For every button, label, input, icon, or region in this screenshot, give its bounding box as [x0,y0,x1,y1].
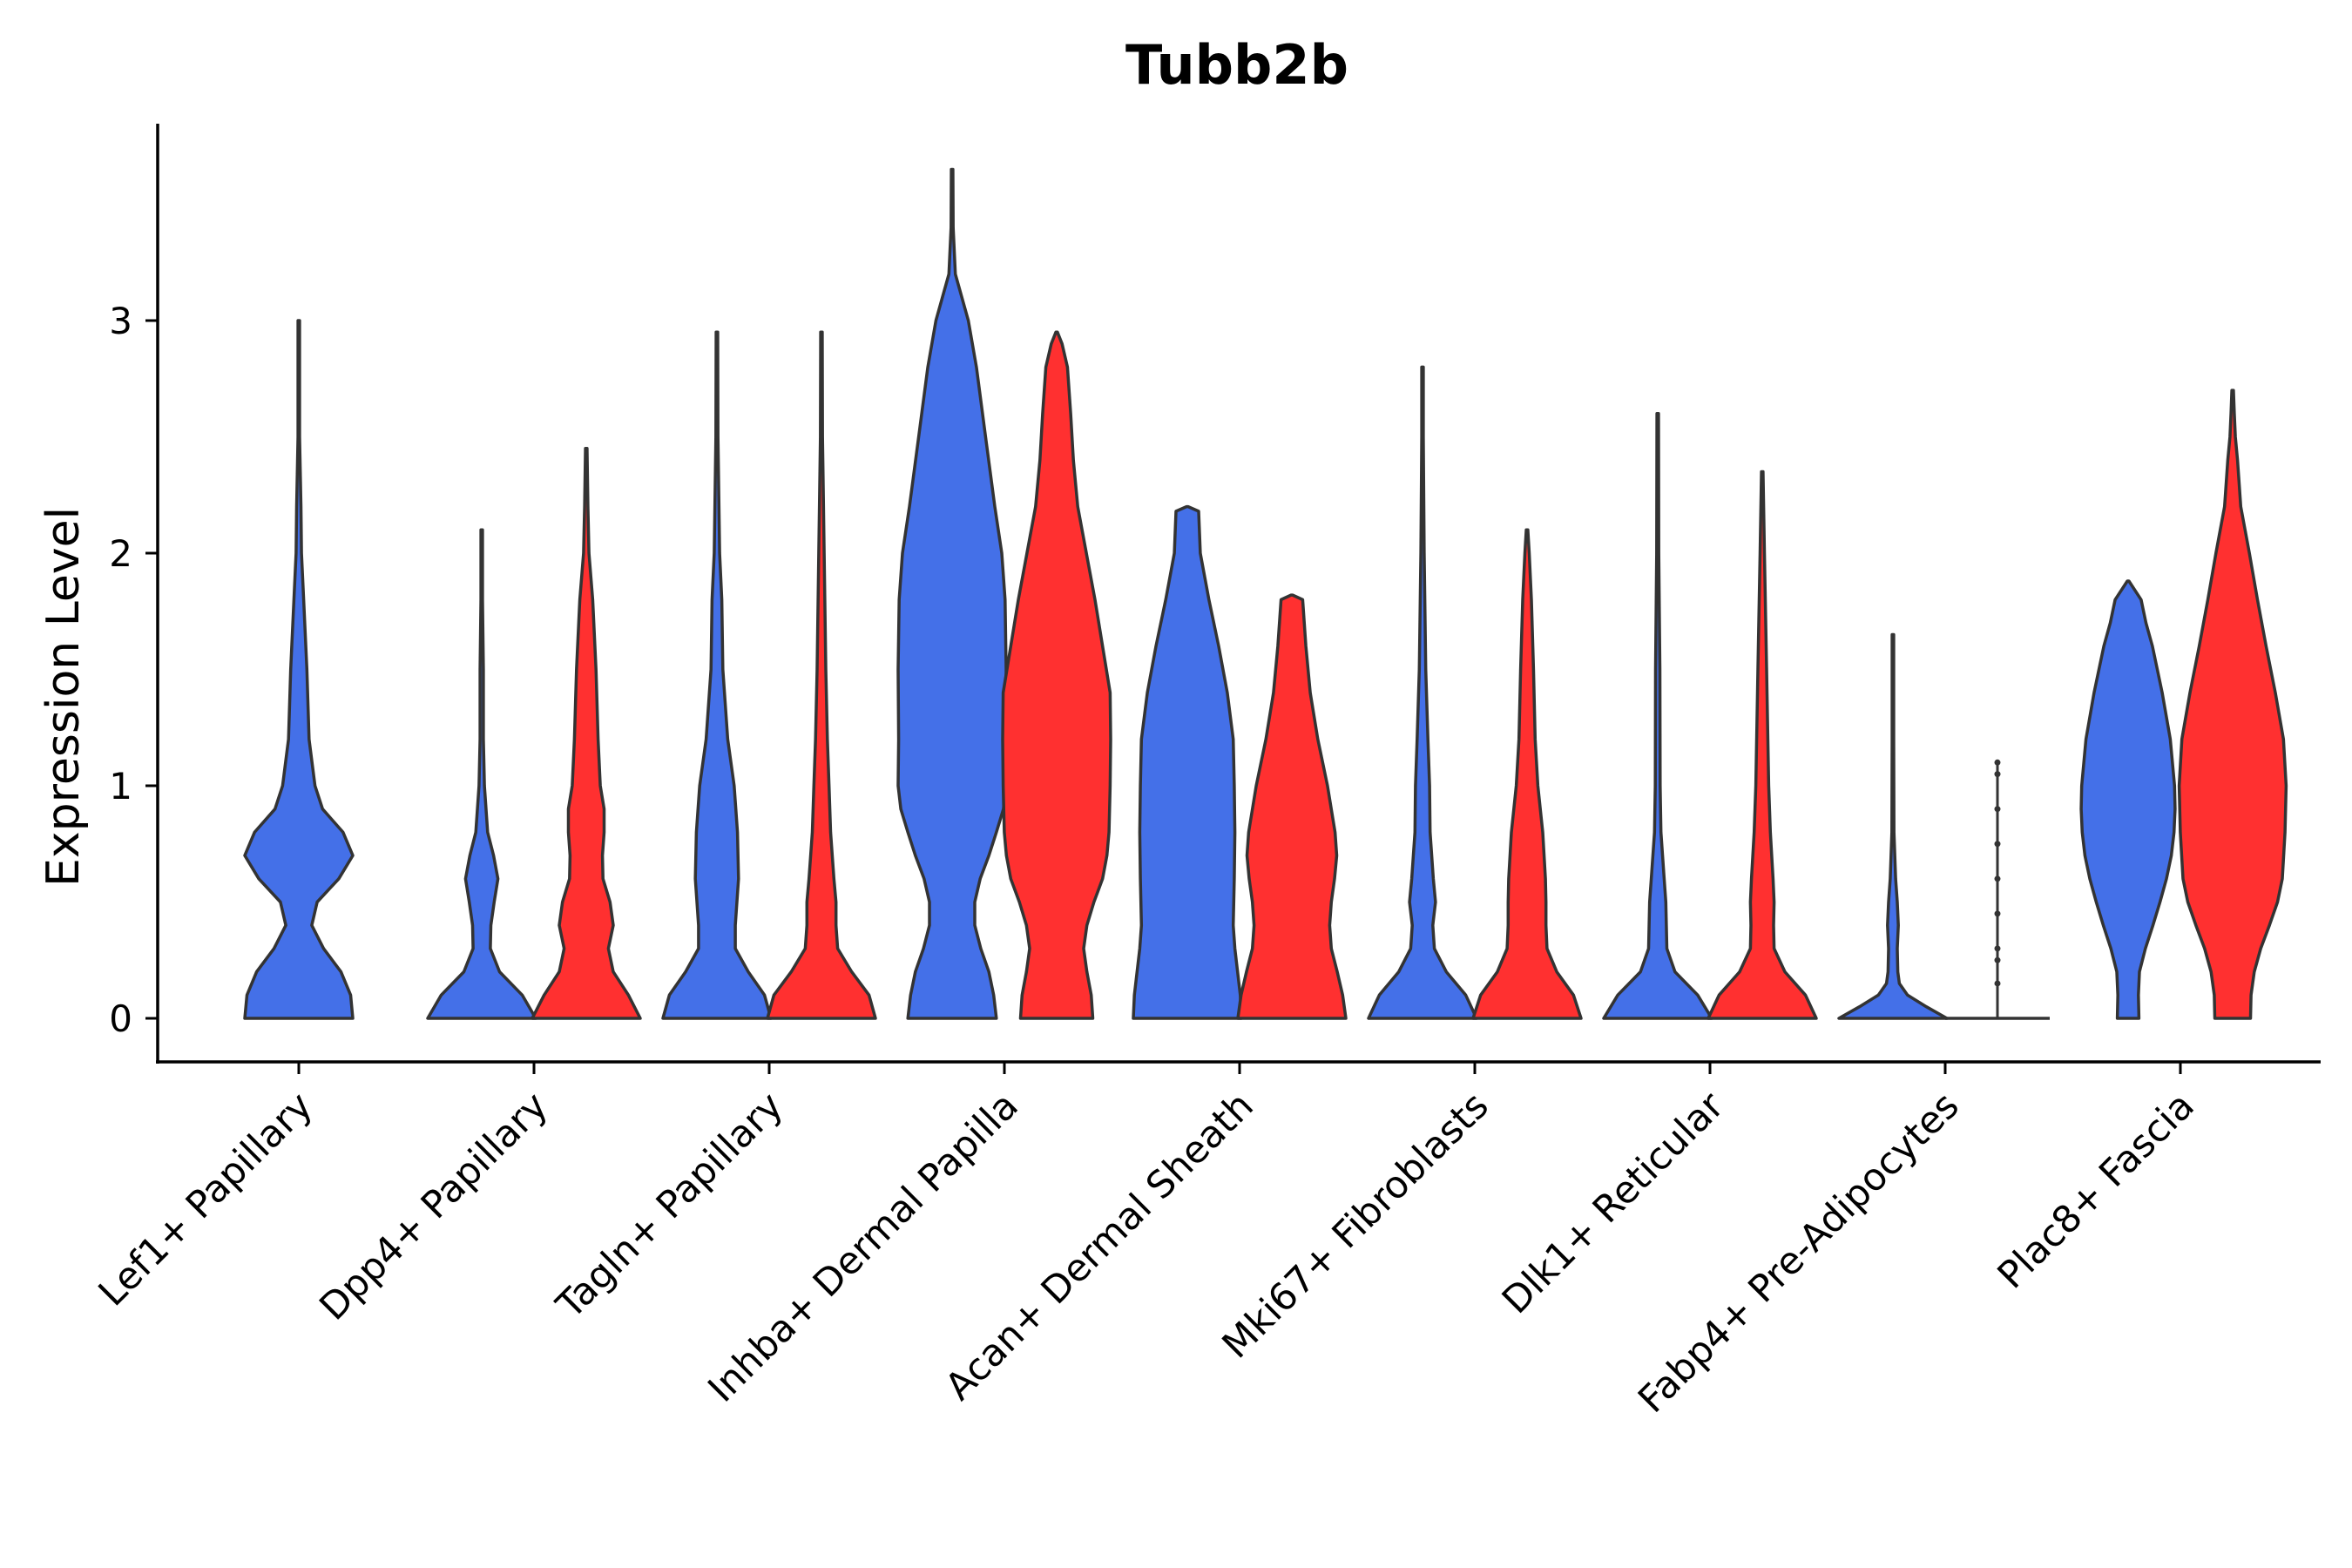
violin-blue [426,528,537,1020]
violin-blue [1602,412,1713,1020]
violin-red [531,447,642,1020]
violin-blue [1367,365,1478,1020]
violin-blue [2079,579,2177,1020]
jitter-point [1994,806,2001,813]
violin-red [1707,470,1818,1020]
x-tick-label: Mki67+ Fibroblasts [1214,1084,1497,1367]
y-tick-label: 3 [109,300,132,342]
violin-red [766,330,877,1020]
violin-blue [896,167,1008,1020]
x-tick-label: Lef1+ Papillary [91,1084,321,1315]
violin-blue [243,319,355,1020]
violin-red [1236,593,1348,1020]
violin-layer [243,167,2288,1020]
x-tick-label: Plac8+ Fascia [1990,1084,2203,1297]
jitter-point [1994,759,2001,766]
y-axis-label: Expression Level [37,507,90,887]
violin-red [1001,330,1112,1020]
y-tick-label: 2 [109,532,132,575]
violin-blue [1837,632,1949,1020]
violin-blue [661,330,773,1020]
jitter-point [1994,956,2001,963]
jitter-point [1994,945,2001,952]
x-tick-label: Dpp4+ Papillary [312,1084,557,1328]
jitter-point [1994,980,2001,987]
x-tick-label: Tagln+ Papillary [548,1084,792,1328]
y-ticks: 0 1 2 3 [109,300,158,1040]
jitter-point [1994,875,2001,882]
violin-red [1471,528,1583,1020]
jitter-point [1994,771,2001,778]
chart-title: Tubb2b [1125,33,1348,97]
y-tick-label: 0 [109,997,132,1040]
jitter-point [1994,910,2001,917]
jitter-point [1994,841,2001,848]
x-tick-label: Dlk1+ Reticular [1494,1084,1733,1322]
violin-blue [1132,504,1243,1020]
violin-red [2177,389,2288,1020]
y-tick-label: 1 [109,765,132,808]
